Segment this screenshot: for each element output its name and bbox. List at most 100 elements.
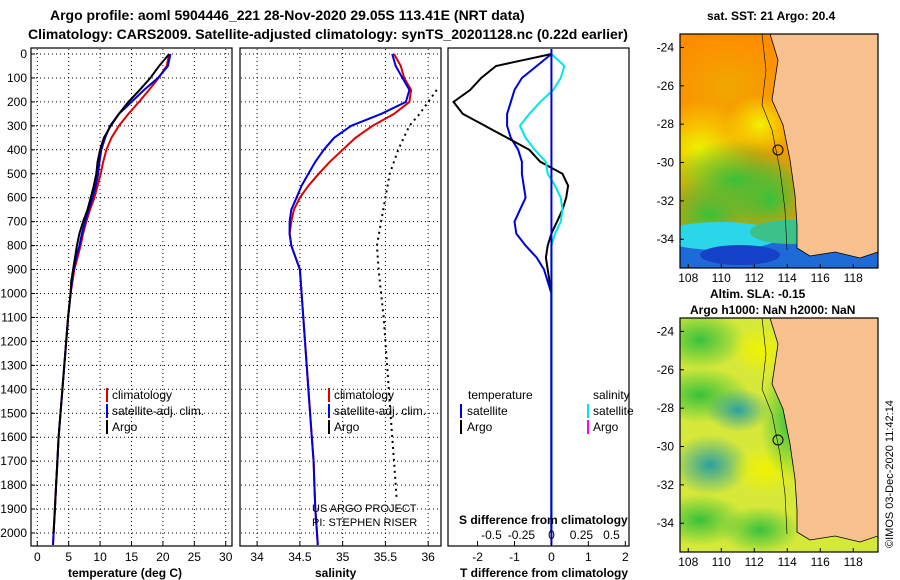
depth-tick-label: 300	[7, 119, 27, 133]
depth-tick-label: 1100	[1, 310, 27, 324]
top-x-tick-label: 0	[548, 528, 555, 542]
sst-map	[680, 34, 878, 268]
legend-salinity-title: salinity	[593, 388, 630, 402]
imos-watermark: ©IMOS 03-Dec-2020 11:42:14	[884, 400, 896, 548]
x-tick-label: 36	[421, 550, 435, 564]
map-lat-tick: -24	[657, 40, 675, 54]
depth-tick-label: 600	[7, 191, 27, 205]
series-line-satellite-adj-clim-	[288, 53, 411, 546]
depth-tick-label: 1400	[0, 382, 27, 396]
sla-map	[680, 318, 878, 552]
map-lon-tick: 116	[811, 555, 830, 569]
map-lat-tick: -24	[657, 324, 675, 338]
legend-temperature-title: temperature	[468, 388, 533, 402]
depth-tick-label: 1900	[0, 502, 27, 516]
temperature-xticks: 0 5 10 15 20 25 30	[34, 541, 233, 564]
difference-top-xticks: -0.5 -0.25 0 0.25 0.5	[481, 528, 620, 542]
x-tick-label: 2	[622, 550, 629, 564]
top-x-tick-label: 0.5	[603, 528, 620, 542]
series-line-temperature-satellite	[506, 53, 553, 533]
depth-axis: 0 100 200 300 400 500 600 700 800 900 1000 1100 1200…	[0, 47, 35, 540]
x-tick-label: 35	[336, 550, 350, 564]
difference-top-xlabel: S difference from climatology	[459, 513, 628, 527]
salinity-legend: climatology satellite-adj. clim. Argo	[328, 388, 426, 434]
depth-tick-label: 200	[7, 95, 27, 109]
sla-patch	[680, 435, 750, 495]
map-lon-tick: 112	[745, 555, 764, 569]
map-lat-tick: -26	[657, 363, 675, 377]
depth-tick-label: 400	[7, 143, 27, 157]
x-tick-label: 25	[188, 550, 202, 564]
salinity-grid	[241, 49, 440, 545]
x-tick-label: 34	[250, 550, 264, 564]
temperature-legend: climatology satellite-adj. clim. Argo	[106, 388, 204, 434]
x-tick-label: 34.5	[288, 550, 312, 564]
depth-tick-label: 900	[7, 263, 27, 277]
map-lon-tick: 108	[678, 271, 698, 285]
depth-tick-label: 0	[20, 47, 27, 61]
legend-climatology: climatology	[334, 388, 394, 402]
series-line-argo	[375, 89, 438, 498]
difference-series	[452, 49, 570, 545]
salinity-series	[288, 53, 438, 546]
sla-patch	[680, 318, 745, 370]
series-line-argo	[52, 53, 170, 534]
top-x-tick-label: 0.25	[570, 528, 594, 542]
sla-map-ticks: 108 110 112 114 116 118 -24 -26 -28 -30 -32 -34	[657, 324, 863, 569]
x-tick-label: 10	[93, 550, 107, 564]
salinity-xlabel: salinity	[315, 566, 357, 580]
x-tick-label: 0	[548, 550, 555, 564]
series-line-climatology	[288, 53, 413, 546]
top-x-tick-label: -0.25	[508, 528, 536, 542]
map-lon-tick: 118	[844, 271, 863, 285]
x-tick-label: -2	[472, 550, 483, 564]
map-lon-tick: 114	[778, 271, 797, 285]
title-line1: Argo profile: aoml 5904446_221 28-Nov-20…	[50, 7, 525, 23]
depth-tick-label: 1600	[0, 430, 27, 444]
sla-land	[769, 318, 878, 543]
map-lat-tick: -28	[657, 117, 675, 131]
map-lat-tick: -34	[657, 516, 675, 530]
legend-temp-argo: Argo	[467, 420, 493, 434]
x-tick-label: 5	[65, 550, 72, 564]
legend-temp-satellite: satellite	[467, 404, 508, 418]
sla-map-title: Altim. SLA: -0.15	[710, 287, 806, 301]
x-tick-label: 30	[219, 550, 233, 564]
legend-satellite: satellite-adj. clim.	[334, 404, 426, 418]
x-tick-label: -1	[509, 550, 520, 564]
sla-shelf-contour	[761, 318, 788, 535]
salinity-panel-frame	[239, 47, 442, 547]
map-lat-tick: -30	[657, 440, 675, 454]
map-lat-tick: -28	[657, 401, 675, 415]
depth-tick-label: 1700	[0, 454, 27, 468]
sla-map-frame	[679, 317, 879, 553]
top-x-tick-label: -0.5	[481, 528, 502, 542]
x-tick-label: 15	[125, 550, 139, 564]
map-lon-tick: 110	[712, 271, 731, 285]
map-lat-tick: -32	[657, 478, 675, 492]
sst-shelf-contour	[761, 34, 788, 251]
depth-tick-label: 700	[7, 215, 27, 229]
x-tick-label: 35.5	[374, 550, 398, 564]
project-label: US ARGO PROJECT	[312, 503, 417, 515]
legend-satellite: satellite-adj. clim.	[112, 404, 204, 418]
difference-legend: temperature salinity satellite Argo sate…	[460, 388, 634, 434]
depth-tick-label: 800	[7, 239, 27, 253]
difference-xticks: -2 -1 0 1 2	[472, 541, 629, 564]
series-line-temperature-argo	[452, 53, 570, 533]
legend-argo: Argo	[334, 420, 360, 434]
sst-patch	[700, 245, 780, 265]
temperature-xlabel: temperature (deg C)	[68, 566, 182, 580]
series-line-salinity-satellite	[518, 53, 566, 533]
x-tick-label: 1	[585, 550, 592, 564]
difference-panel-frame	[447, 47, 630, 547]
legend-argo: Argo	[112, 420, 138, 434]
legend-sal-argo: Argo	[593, 420, 619, 434]
depth-tick-label: 500	[7, 167, 27, 181]
depth-tick-label: 2000	[0, 526, 27, 540]
sla-argo-marker	[772, 434, 784, 446]
depth-tick-label: 100	[7, 71, 27, 85]
map-lon-tick: 110	[712, 555, 731, 569]
